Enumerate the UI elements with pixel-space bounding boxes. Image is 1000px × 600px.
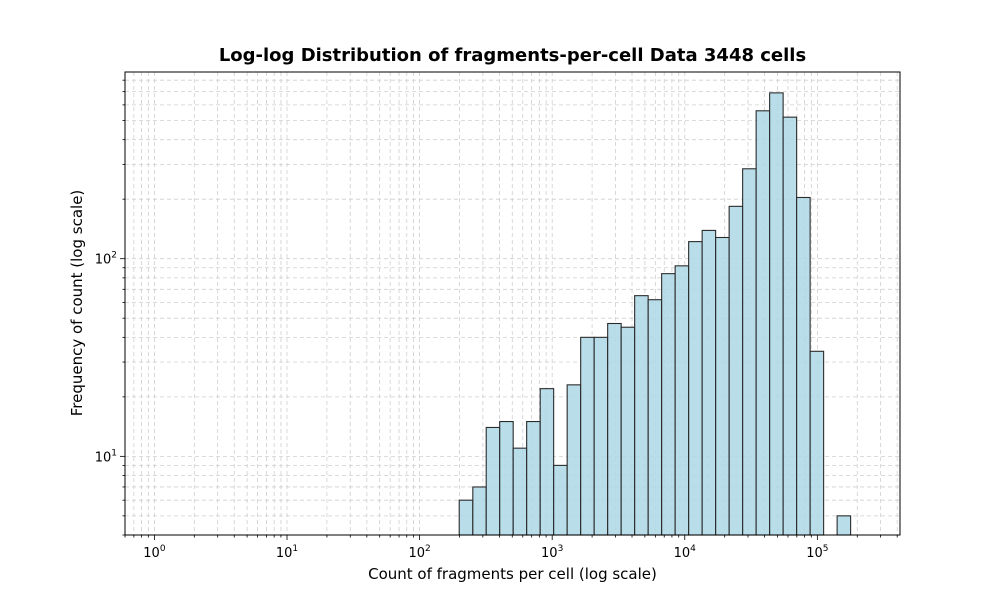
histogram-bar bbox=[539, 388, 555, 536]
axis-ticks: 100 101 102 103 104 105 101 102 bbox=[95, 79, 898, 561]
x-tick-label: 101 bbox=[276, 544, 298, 561]
x-tick-label: 103 bbox=[541, 544, 563, 561]
histogram-bar bbox=[593, 336, 609, 536]
histogram-bar bbox=[458, 499, 474, 536]
histogram-bar bbox=[674, 265, 690, 536]
histogram-bar bbox=[512, 447, 528, 536]
histogram-bar bbox=[796, 196, 811, 536]
histogram-bar bbox=[607, 322, 622, 536]
histogram-bar bbox=[836, 515, 852, 536]
histogram-bar bbox=[647, 299, 663, 536]
histogram-bars bbox=[458, 92, 852, 536]
histogram-bar bbox=[485, 426, 501, 536]
histogram-bar bbox=[472, 486, 487, 536]
histogram-bar bbox=[526, 420, 541, 536]
x-tick-label: 102 bbox=[408, 544, 430, 561]
histogram-bar bbox=[553, 464, 568, 536]
x-tick-label: 104 bbox=[674, 544, 697, 561]
x-tick-label: 100 bbox=[143, 544, 166, 561]
chart-title: Log-log Distribution of fragments-per-ce… bbox=[218, 45, 807, 66]
histogram-bar bbox=[701, 229, 717, 536]
x-tick-label: 105 bbox=[806, 544, 828, 561]
histogram-bar bbox=[715, 236, 730, 536]
histogram-bar bbox=[661, 273, 676, 536]
histogram-bar bbox=[782, 116, 798, 536]
histogram-bar bbox=[742, 168, 757, 536]
histogram-bar bbox=[634, 295, 649, 536]
histogram-bar bbox=[809, 350, 825, 536]
y-tick-label: 102 bbox=[95, 251, 117, 268]
histogram-bar bbox=[566, 384, 582, 536]
histogram-bar bbox=[755, 110, 771, 536]
histogram-bar bbox=[688, 241, 703, 536]
histogram-bar bbox=[769, 92, 784, 536]
histogram-bar bbox=[620, 326, 636, 536]
y-tick-label: 101 bbox=[95, 448, 117, 465]
x-axis-label: Count of fragments per cell (log scale) bbox=[368, 565, 657, 583]
histogram-bar bbox=[499, 420, 514, 536]
histogram-bar bbox=[580, 336, 595, 536]
histogram-bar bbox=[728, 205, 744, 536]
y-axis-label: Frequency of count (log scale) bbox=[68, 189, 86, 417]
